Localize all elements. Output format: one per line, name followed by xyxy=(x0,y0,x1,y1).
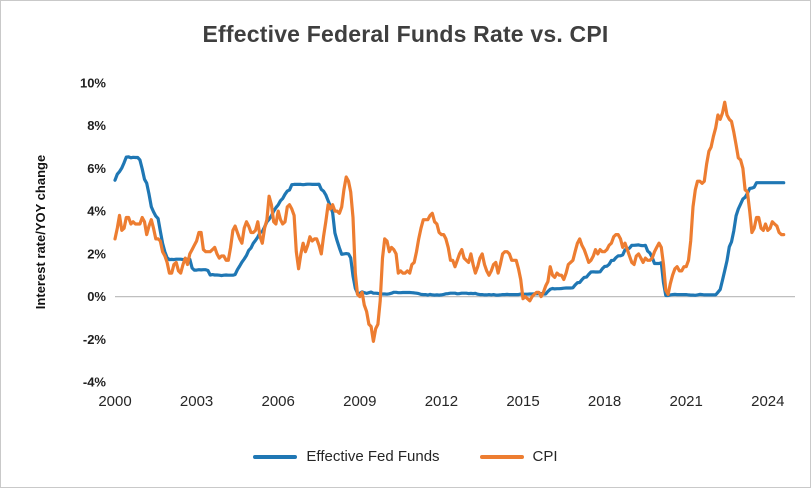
cpi-line-swatch-icon xyxy=(479,454,524,459)
y-tick-label: 4% xyxy=(87,204,106,219)
chart-title: Effective Federal Funds Rate vs. CPI xyxy=(202,21,609,47)
y-axis-title: Interest rate/YOY change xyxy=(33,155,48,309)
x-tick-label: 2003 xyxy=(180,393,213,410)
x-tick-label: 2012 xyxy=(425,393,458,410)
x-tick-label: 2021 xyxy=(670,393,703,410)
y-tick-label: -2% xyxy=(83,332,107,347)
x-tick-label: 2006 xyxy=(262,393,295,410)
legend-item-cpi: CPI xyxy=(479,448,558,465)
legend-label-fed-funds: Effective Fed Funds xyxy=(306,448,440,465)
legend-item-fed-funds: Effective Fed Funds xyxy=(253,448,440,465)
series-line-cpi xyxy=(113,100,786,343)
y-tick-label: 0% xyxy=(87,289,106,304)
series-line-fed-funds xyxy=(113,155,786,298)
x-tick-label: 2015 xyxy=(506,393,539,410)
x-tick-label: 2018 xyxy=(588,393,621,410)
y-tick-label: 8% xyxy=(87,118,106,133)
y-tick-label: 6% xyxy=(87,161,106,176)
fed-funds-line-swatch-icon xyxy=(253,454,298,459)
y-tick-label: -4% xyxy=(83,375,107,390)
y-tick-label: 10% xyxy=(80,76,106,91)
y-tick-label: 2% xyxy=(87,246,106,261)
x-tick-label: 2000 xyxy=(98,393,131,410)
x-tick-label: 2009 xyxy=(343,393,376,410)
legend: Effective Fed Funds CPI xyxy=(1,448,810,465)
x-tick-label: 2024 xyxy=(751,393,784,410)
legend-label-cpi: CPI xyxy=(532,448,558,465)
